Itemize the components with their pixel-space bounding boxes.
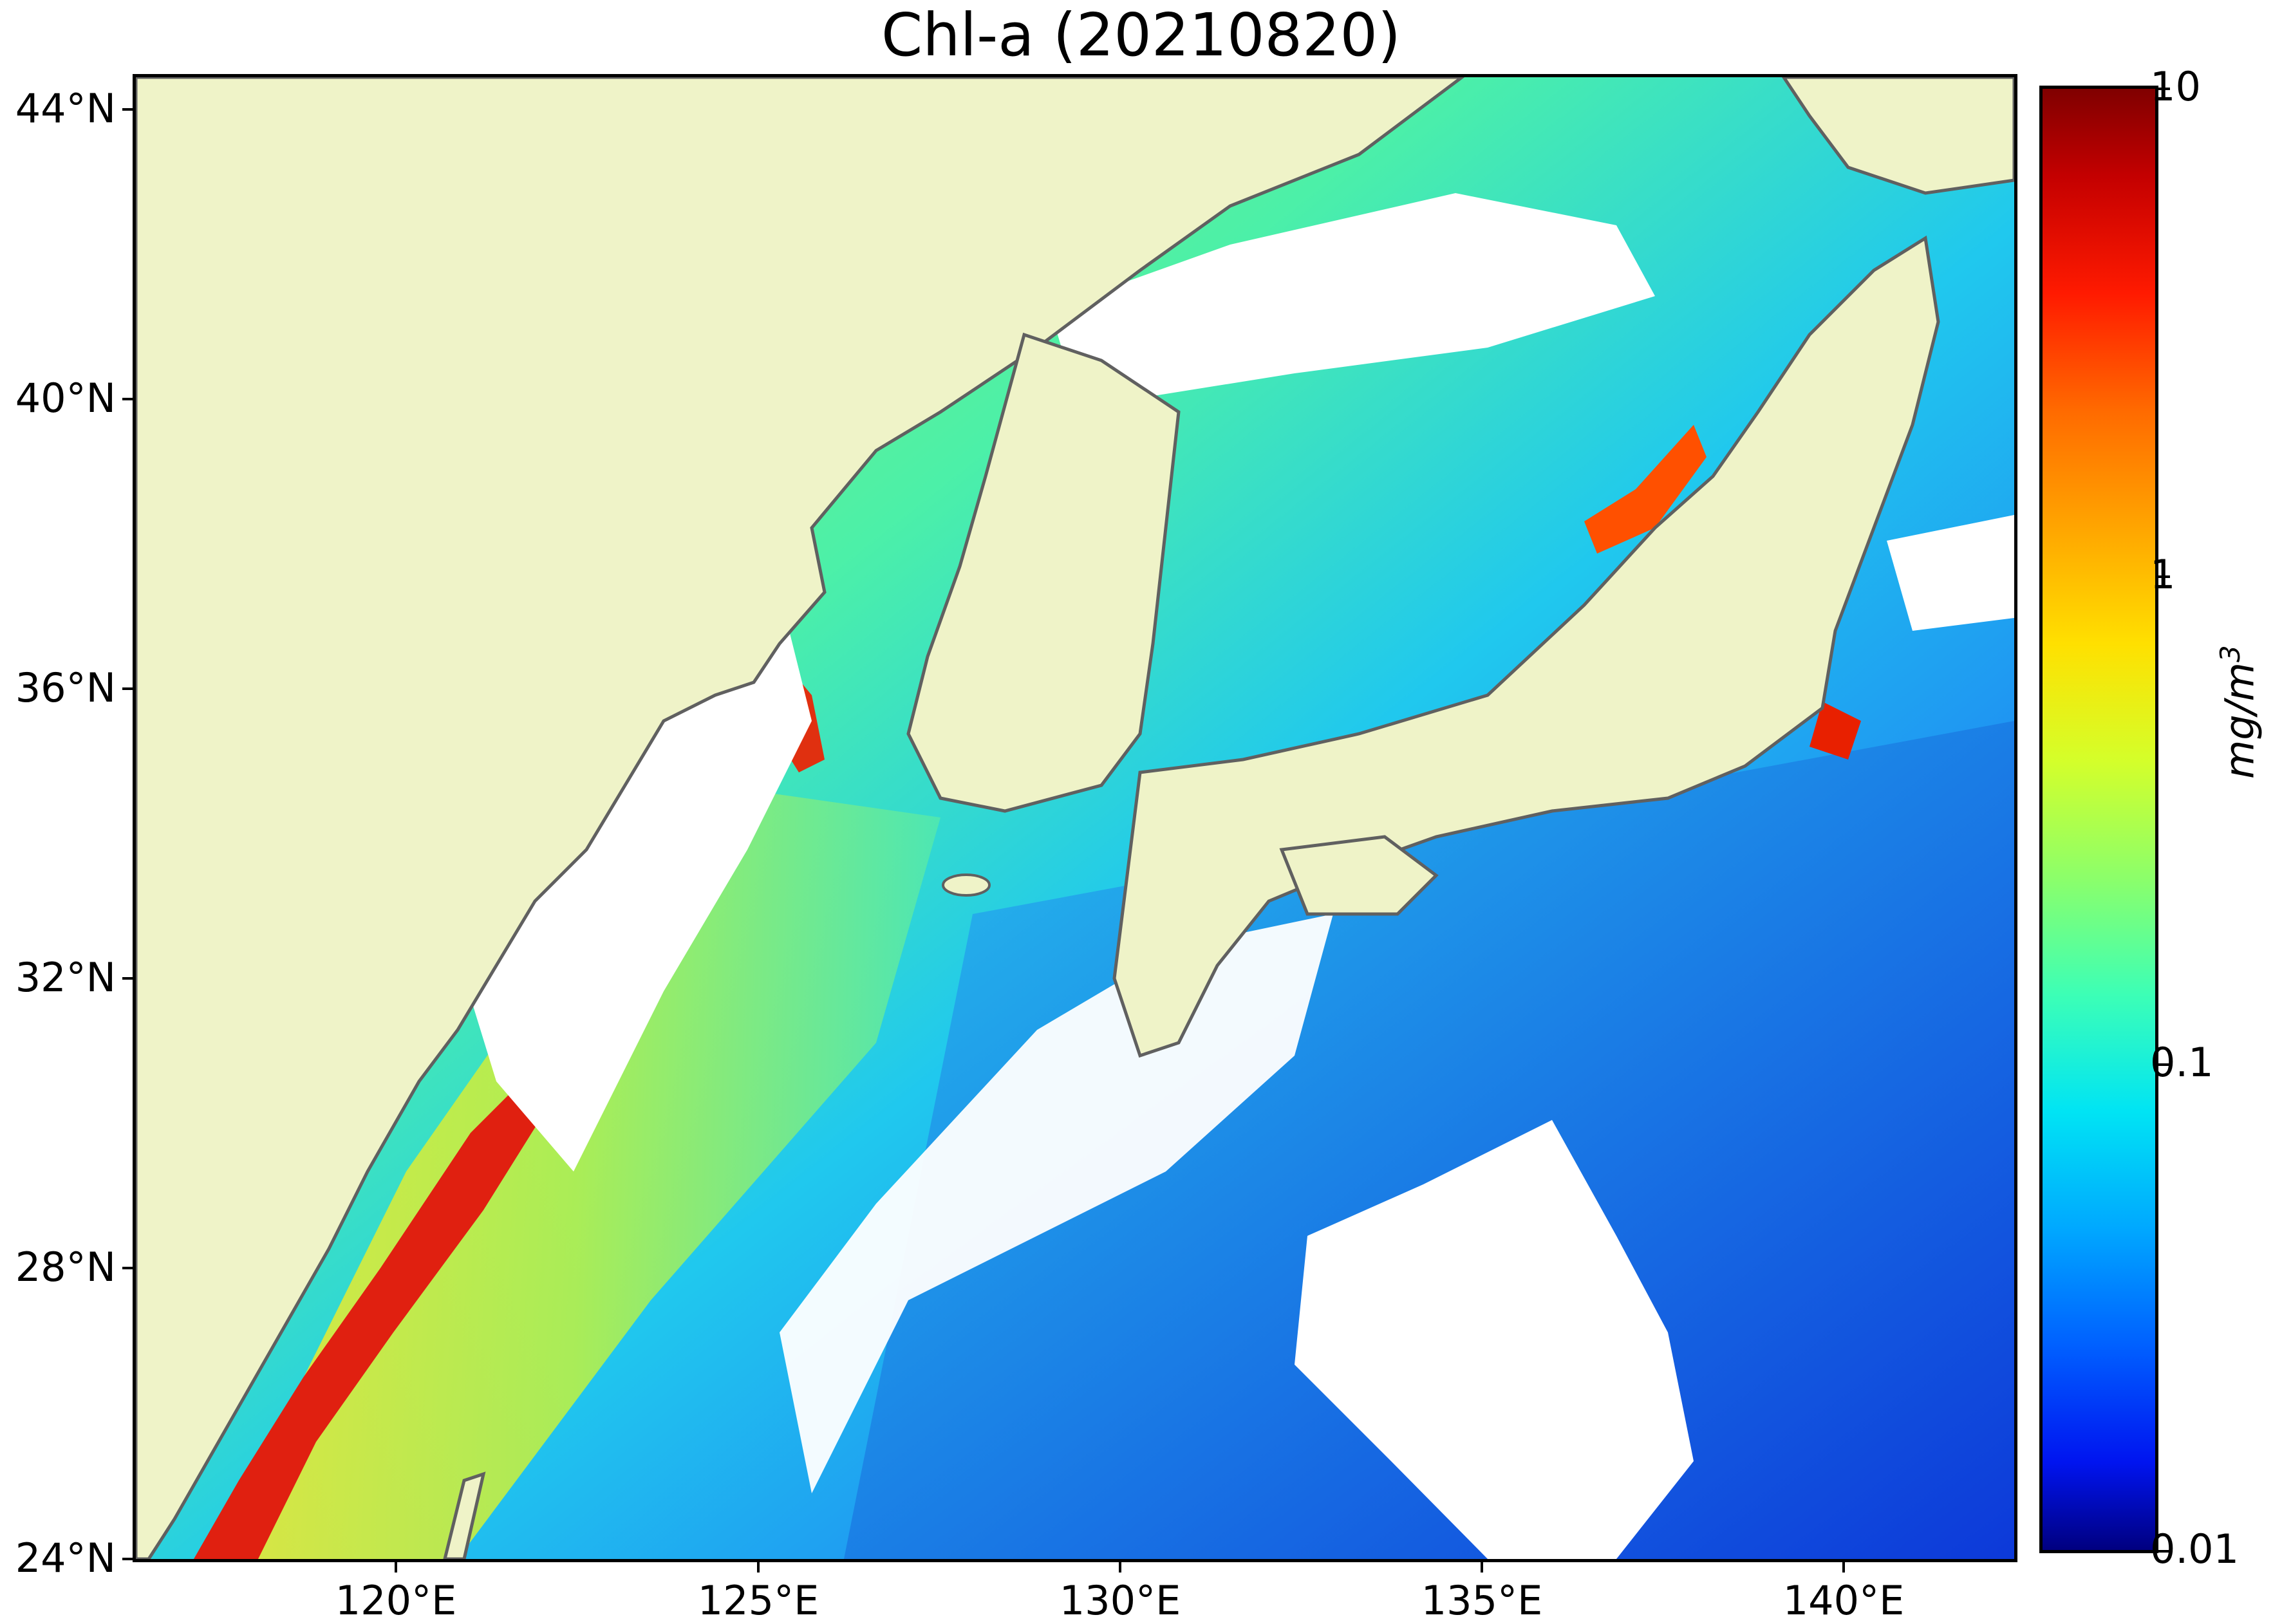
- map-panel: [133, 74, 2017, 1562]
- bloom-tokyo-bay: [1810, 702, 1861, 760]
- lon-label-120e: 120°E: [335, 1577, 457, 1624]
- lon-tick: [1119, 1562, 1121, 1573]
- colorbar-tick: [2158, 1550, 2170, 1553]
- land-taiwan: [443, 1471, 486, 1559]
- lon-tick: [1842, 1562, 1845, 1573]
- colorbar-unit-text: mg/m: [2216, 662, 2263, 779]
- land-china-mainland: [136, 77, 1465, 1559]
- colorbar-unit-label: mg/m3: [2214, 645, 2263, 779]
- land-hokkaido: [1781, 77, 2014, 195]
- cloud-pacific-north: [1887, 515, 2014, 631]
- lon-label-140e: 140°E: [1782, 1577, 1905, 1624]
- lat-label-44n: 44°N: [15, 85, 116, 132]
- coastal-bloom-china: [194, 1081, 548, 1559]
- lat-tick: [122, 1558, 133, 1560]
- lat-label-28n: 28°N: [15, 1244, 116, 1291]
- lat-label-40n: 40°N: [15, 375, 116, 422]
- lon-tick: [757, 1562, 760, 1573]
- lat-tick: [122, 687, 133, 690]
- lat-tick: [122, 398, 133, 400]
- land-korea: [906, 332, 1181, 813]
- lon-label-130e: 130°E: [1059, 1577, 1181, 1624]
- land-jeju: [942, 873, 991, 897]
- lon-label-135e: 135°E: [1421, 1577, 1543, 1624]
- colorbar-tick: [2158, 88, 2170, 90]
- colorbar-tick: [2158, 1063, 2170, 1066]
- colorbar-label-10: 10: [2150, 63, 2201, 110]
- colorbar-unit-exponent: 3: [2214, 645, 2246, 662]
- lat-label-36n: 36°N: [15, 664, 116, 711]
- lat-tick: [122, 108, 133, 111]
- colorbar-label-0-1: 0.1: [2150, 1039, 2214, 1086]
- bloom-toyama: [1584, 425, 1707, 554]
- colorbar-tick: [2158, 575, 2170, 578]
- east-china-sea: [213, 785, 940, 1559]
- lat-tick: [122, 1267, 133, 1269]
- lat-tick: [122, 977, 133, 980]
- colorbar: [2039, 86, 2158, 1553]
- lat-label-24n: 24°N: [15, 1535, 116, 1582]
- lon-tick: [395, 1562, 397, 1573]
- lat-label-32n: 32°N: [15, 954, 116, 1001]
- land-shikoku: [1279, 835, 1439, 916]
- cloud-pacific-south: [1295, 1120, 1694, 1559]
- colorbar-label-1: 1: [2150, 551, 2176, 598]
- map-canvas: [136, 77, 2014, 1559]
- lon-label-125e: 125°E: [697, 1577, 819, 1624]
- lon-tick: [1481, 1562, 1483, 1573]
- cloud-sea-of-japan: [1050, 193, 1655, 399]
- cloud-pacific-west: [780, 914, 1333, 1493]
- chart-title: Chl-a (20210820): [881, 1, 1401, 70]
- colorbar-label-0-01: 0.01: [2150, 1526, 2240, 1573]
